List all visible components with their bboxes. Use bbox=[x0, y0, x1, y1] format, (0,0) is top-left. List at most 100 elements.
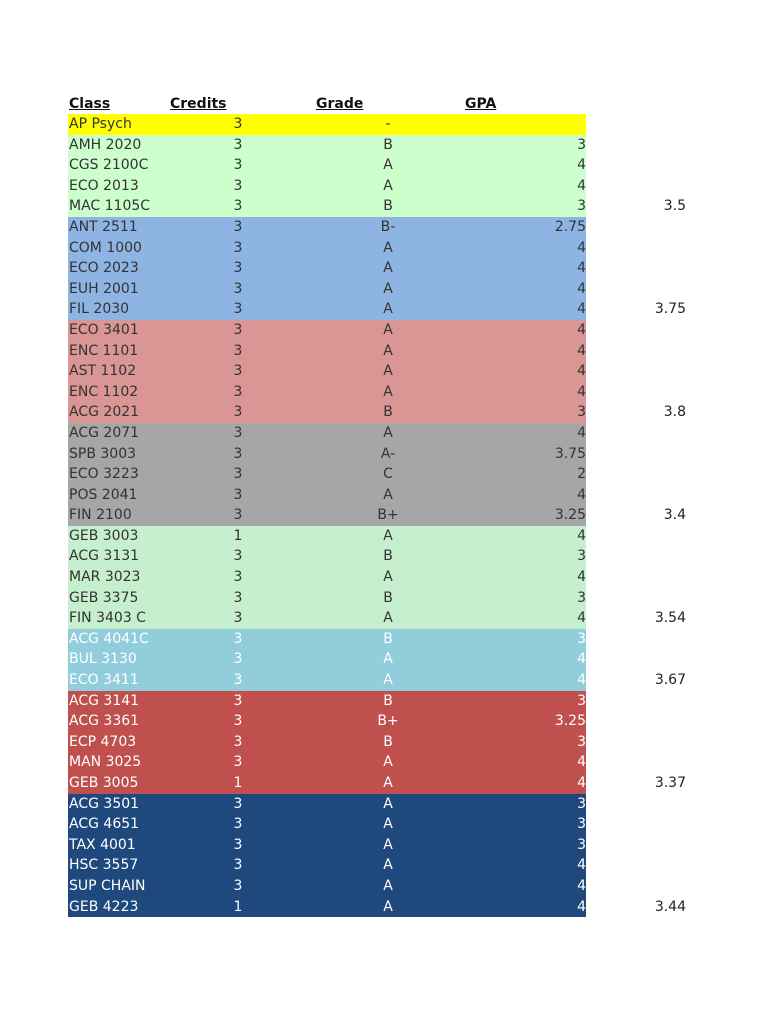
cell-gpa[interactable]: 4 bbox=[577, 301, 586, 318]
cell-grade[interactable]: A bbox=[383, 363, 393, 380]
cell-credits[interactable]: 3 bbox=[233, 548, 243, 565]
cell-class[interactable]: ECO 2013 bbox=[69, 177, 139, 194]
cell-class[interactable]: ENC 1102 bbox=[69, 383, 139, 400]
cell-grade[interactable]: A bbox=[383, 527, 393, 544]
cell-term-gpa[interactable]: 3.5 bbox=[663, 198, 686, 215]
cell-credits[interactable]: 3 bbox=[233, 836, 243, 853]
cell-grade[interactable]: A- bbox=[380, 445, 396, 462]
cell-credits[interactable]: 3 bbox=[233, 713, 243, 730]
cell-grade[interactable]: A bbox=[383, 795, 393, 812]
cell-class[interactable]: ECO 3411 bbox=[69, 672, 139, 689]
cell-credits[interactable]: 3 bbox=[233, 321, 243, 338]
cell-grade[interactable]: A bbox=[383, 260, 393, 277]
cell-class[interactable]: ACG 2071 bbox=[69, 424, 140, 441]
cell-grade[interactable]: B+ bbox=[377, 713, 399, 730]
cell-grade[interactable]: B bbox=[383, 404, 393, 421]
cell-grade[interactable]: B bbox=[383, 733, 393, 750]
cell-class[interactable]: ACG 4041C bbox=[69, 630, 149, 647]
cell-class[interactable]: GEB 3005 bbox=[69, 775, 139, 791]
cell-grade[interactable]: A bbox=[383, 280, 393, 297]
cell-gpa[interactable]: 4 bbox=[577, 280, 586, 297]
cell-grade[interactable]: A bbox=[383, 424, 393, 441]
cell-credits[interactable]: 3 bbox=[233, 466, 243, 483]
cell-credits[interactable]: 3 bbox=[233, 610, 243, 627]
cell-grade[interactable]: A bbox=[383, 877, 393, 894]
cell-grade[interactable]: B bbox=[383, 136, 393, 153]
cell-credits[interactable]: 3 bbox=[233, 795, 243, 812]
cell-gpa[interactable]: 3 bbox=[577, 404, 586, 421]
cell-class[interactable]: ACG 3131 bbox=[69, 548, 140, 565]
cell-class[interactable]: SUP CHAIN bbox=[69, 877, 146, 894]
cell-gpa[interactable]: 3.25 bbox=[554, 713, 586, 730]
cell-grade[interactable]: A bbox=[383, 321, 393, 338]
cell-grade[interactable]: A bbox=[383, 754, 393, 771]
cell-credits[interactable]: 3 bbox=[233, 877, 243, 894]
cell-credits[interactable]: 3 bbox=[233, 486, 243, 503]
cell-grade[interactable]: B+ bbox=[377, 507, 399, 524]
cell-gpa[interactable]: 4 bbox=[577, 527, 586, 544]
cell-gpa[interactable]: 3 bbox=[577, 136, 586, 153]
cell-credits[interactable]: 3 bbox=[233, 651, 243, 668]
cell-credits[interactable]: 3 bbox=[233, 177, 243, 194]
cell-credits[interactable]: 3 bbox=[233, 569, 243, 586]
cell-class[interactable]: ECO 3223 bbox=[69, 466, 139, 483]
cell-class[interactable]: CGS 2100C bbox=[69, 157, 149, 174]
cell-gpa[interactable]: 4 bbox=[577, 383, 586, 400]
cell-gpa[interactable]: 3 bbox=[577, 795, 586, 812]
cell-gpa[interactable]: 3 bbox=[577, 548, 586, 565]
cell-class[interactable]: SPB 3003 bbox=[69, 445, 137, 462]
cell-credits[interactable]: 3 bbox=[233, 692, 243, 709]
cell-credits[interactable]: 3 bbox=[233, 754, 243, 771]
cell-grade[interactable]: B bbox=[383, 630, 393, 647]
cell-grade[interactable]: A bbox=[383, 239, 393, 256]
cell-grade[interactable]: B bbox=[383, 589, 393, 606]
cell-class[interactable]: ACG 3141 bbox=[69, 692, 140, 709]
cell-gpa[interactable]: 4 bbox=[577, 342, 586, 359]
cell-grade[interactable]: A bbox=[383, 816, 393, 833]
cell-gpa[interactable]: 3 bbox=[577, 589, 586, 606]
cell-credits[interactable]: 3 bbox=[233, 239, 243, 256]
cell-grade[interactable]: B bbox=[383, 692, 393, 709]
cell-credits[interactable]: 1 bbox=[233, 898, 243, 915]
cell-gpa[interactable]: 4 bbox=[577, 898, 586, 915]
cell-class[interactable]: ECO 3401 bbox=[69, 321, 139, 338]
cell-credits[interactable]: 3 bbox=[233, 589, 243, 606]
cell-grade[interactable]: A bbox=[383, 177, 393, 194]
cell-class[interactable]: ACG 4651 bbox=[69, 816, 140, 833]
cell-class[interactable]: ECP 4703 bbox=[69, 733, 137, 750]
cell-grade[interactable]: - bbox=[385, 116, 391, 132]
cell-gpa[interactable]: 4 bbox=[577, 239, 586, 256]
cell-gpa[interactable]: 4 bbox=[577, 754, 586, 771]
cell-class[interactable]: AST 1102 bbox=[69, 363, 137, 380]
cell-class[interactable]: FIN 3403 C bbox=[69, 610, 146, 627]
cell-term-gpa[interactable]: 3.4 bbox=[663, 507, 686, 524]
cell-gpa[interactable]: 3 bbox=[577, 692, 586, 709]
cell-credits[interactable]: 3 bbox=[233, 198, 243, 215]
cell-gpa[interactable]: 3 bbox=[577, 733, 586, 750]
cell-class[interactable]: GEB 3003 bbox=[69, 527, 139, 544]
cell-class[interactable]: EUH 2001 bbox=[69, 280, 139, 297]
cell-credits[interactable]: 3 bbox=[233, 672, 243, 689]
cell-class[interactable]: FIL 2030 bbox=[69, 301, 130, 318]
cell-class[interactable]: ACG 2021 bbox=[69, 404, 140, 421]
cell-term-gpa[interactable]: 3.75 bbox=[654, 301, 686, 318]
cell-gpa[interactable]: 3 bbox=[577, 816, 586, 833]
cell-gpa[interactable]: 4 bbox=[577, 877, 586, 894]
cell-grade[interactable]: A bbox=[383, 775, 393, 791]
cell-class[interactable]: FIN 2100 bbox=[69, 507, 132, 524]
cell-class[interactable]: MAN 3025 bbox=[69, 754, 142, 771]
cell-grade[interactable]: A bbox=[383, 857, 393, 874]
cell-class[interactable]: GEB 4223 bbox=[69, 898, 139, 915]
cell-credits[interactable]: 3 bbox=[233, 733, 243, 750]
cell-credits[interactable]: 1 bbox=[233, 527, 243, 544]
cell-term-gpa[interactable]: 3.37 bbox=[654, 775, 686, 791]
cell-class[interactable]: AMH 2020 bbox=[69, 136, 142, 153]
cell-credits[interactable]: 3 bbox=[233, 630, 243, 647]
cell-gpa[interactable]: 4 bbox=[577, 177, 586, 194]
cell-credits[interactable]: 3 bbox=[233, 363, 243, 380]
cell-gpa[interactable]: 4 bbox=[577, 610, 586, 627]
cell-gpa[interactable]: 4 bbox=[577, 672, 586, 689]
cell-class[interactable]: GEB 3375 bbox=[69, 589, 139, 606]
cell-gpa[interactable]: 4 bbox=[577, 651, 586, 668]
cell-gpa[interactable]: 3 bbox=[577, 836, 586, 853]
